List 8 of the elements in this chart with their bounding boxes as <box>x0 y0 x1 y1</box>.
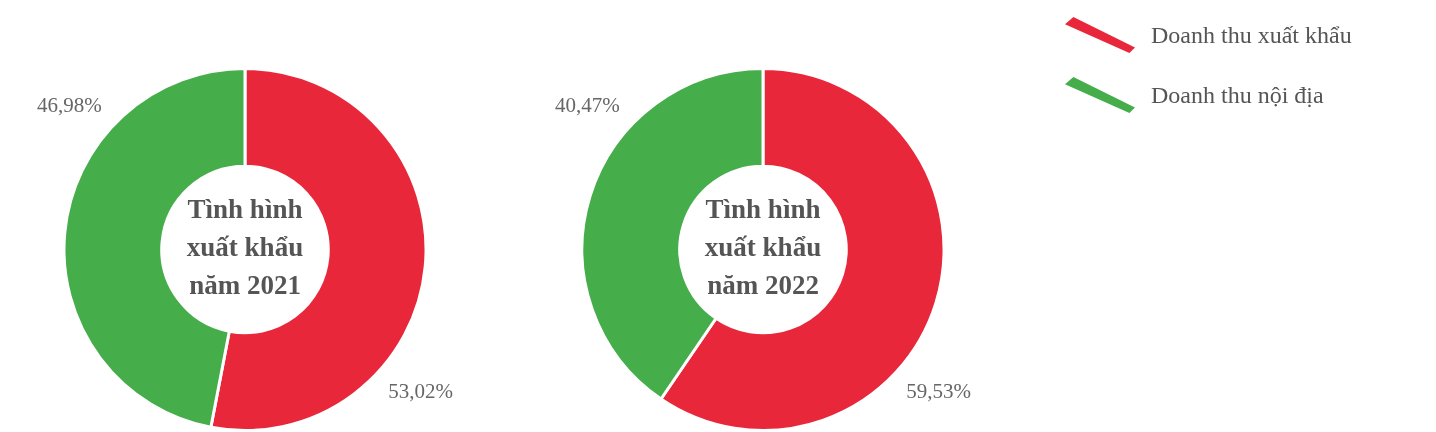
legend-label: Doanh thu nội địa <box>1151 81 1324 109</box>
data-label: 46,98% <box>36 92 102 117</box>
data-label: 40,47% <box>554 92 620 117</box>
data-label: 59,53% <box>906 379 972 404</box>
data-label: 53,02% <box>388 379 454 404</box>
text: Tình hình xuất khẩu năm 2021 <box>186 194 304 301</box>
text: Tình hình xuất khẩu năm 2022 <box>704 194 822 301</box>
legend-label: Doanh thu xuất khẩu <box>1151 21 1352 49</box>
